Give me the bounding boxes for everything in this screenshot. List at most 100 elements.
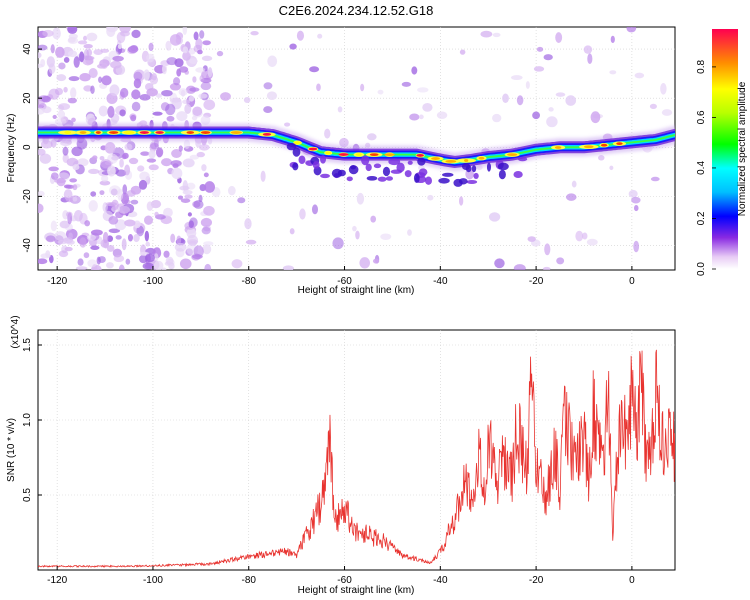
snr-y-multiplier: (x10^4) <box>10 315 21 348</box>
noise-blob <box>112 55 124 62</box>
noise-blob <box>380 233 392 240</box>
snr-y-tick-label: 1.5 <box>22 338 33 352</box>
ridge-spread-blob <box>292 147 301 157</box>
noise-blob <box>59 220 70 229</box>
noise-blob <box>542 266 551 270</box>
noise-blob <box>480 30 493 38</box>
ridge-hotspot-core <box>186 131 195 134</box>
noise-blob <box>83 55 95 61</box>
noise-blob <box>87 259 98 268</box>
noise-blob <box>187 234 199 247</box>
ridge-spread-blob <box>498 169 506 180</box>
noise-blob <box>196 151 206 158</box>
spectrogram-y-ticks: -40 -20 0 20 40 <box>22 43 42 253</box>
noise-blob <box>626 27 637 33</box>
noise-blob <box>99 156 105 161</box>
noise-blob <box>359 257 371 269</box>
noise-blob <box>107 165 116 177</box>
noise-blob <box>416 87 429 93</box>
noise-blob <box>178 66 189 73</box>
noise-blob <box>126 190 136 197</box>
noise-blob <box>100 48 110 53</box>
ridge-spread-blob <box>331 168 343 178</box>
ridge-hotspot-core <box>262 133 272 136</box>
noise-blob <box>289 228 295 235</box>
ridge-hotspot-core <box>554 146 562 149</box>
noise-blob <box>70 87 77 99</box>
ridge-spread-blob <box>320 155 326 164</box>
noise-blob <box>63 184 72 189</box>
noise-blob <box>151 72 157 81</box>
noise-blob <box>137 165 145 172</box>
noise-blob <box>146 158 157 163</box>
spectrogram-x-ticks: -120 -100 -80 -60 -40 -20 0 <box>47 266 635 287</box>
noise-blob <box>110 60 122 69</box>
ridge-hotspot-core <box>478 156 485 160</box>
noise-blob <box>111 199 119 211</box>
ridge-spread-blob <box>413 173 420 184</box>
noise-blob <box>267 55 278 67</box>
noise-blob <box>178 88 188 96</box>
noise-blob <box>317 33 323 39</box>
ridge-spread-blob <box>377 176 387 182</box>
noise-blob <box>169 83 181 91</box>
ridge-hotspot-core <box>583 145 594 149</box>
snr-x-tick-label: 0 <box>629 575 635 586</box>
noise-blob <box>179 258 192 270</box>
ridge-spread-blob <box>438 177 450 184</box>
noise-blob <box>203 172 209 178</box>
noise-blob <box>101 75 112 86</box>
noise-blob <box>52 27 61 40</box>
noise-blob <box>176 235 182 245</box>
ridge-spread-blob <box>382 166 391 177</box>
noise-blob <box>184 103 192 114</box>
noise-blob <box>38 52 42 59</box>
noise-blob <box>193 245 204 258</box>
ridge-spread-blob <box>373 163 382 169</box>
noise-blob <box>108 215 119 225</box>
noise-blob <box>152 111 163 116</box>
noise-blob <box>130 199 139 205</box>
spectrogram-x-tick-label: -80 <box>242 276 257 287</box>
noise-blob <box>88 168 100 175</box>
noise-blob <box>182 27 188 35</box>
spectrogram-y-tick-label: 40 <box>22 43 33 55</box>
snr-x-tick-label: -40 <box>433 575 448 586</box>
noise-blob <box>192 76 197 83</box>
noise-blob <box>513 264 526 270</box>
ridge-hotspot-core <box>155 131 164 134</box>
noise-blob <box>63 189 73 201</box>
noise-blob <box>155 147 164 158</box>
noise-blob <box>57 239 68 245</box>
noise-blob <box>113 254 125 263</box>
ridge-hotspot-core <box>95 131 101 134</box>
noise-blob <box>148 164 159 171</box>
noise-blob <box>324 128 331 139</box>
noise-blob <box>121 238 127 251</box>
ridge-spread-blob <box>407 160 413 165</box>
noise-blob <box>197 49 203 55</box>
noise-blob <box>502 93 509 104</box>
snr-x-label: Height of straight line (km) <box>298 585 415 596</box>
noise-blob <box>106 235 114 243</box>
snr-grid <box>38 330 675 570</box>
noise-blob <box>177 195 184 200</box>
noise-blob <box>609 70 617 75</box>
spectrogram-x-tick-label: -60 <box>337 276 352 287</box>
noise-blob <box>38 44 48 51</box>
spectrogram-x-tick-label: 0 <box>629 276 635 287</box>
ridge-spread-blob <box>366 175 378 181</box>
noise-blob <box>316 83 321 92</box>
ridge-hotspot-core <box>230 131 242 134</box>
noise-blob <box>55 46 65 58</box>
noise-blob <box>150 142 159 150</box>
noise-blob <box>119 158 124 168</box>
noise-blob <box>187 212 192 217</box>
ridge-spread-blob <box>417 157 426 166</box>
noise-blob <box>75 266 88 270</box>
noise-blob <box>101 175 109 183</box>
noise-blob <box>46 56 55 68</box>
ridge-hotspot-core <box>64 131 72 134</box>
noise-blob <box>73 56 80 68</box>
